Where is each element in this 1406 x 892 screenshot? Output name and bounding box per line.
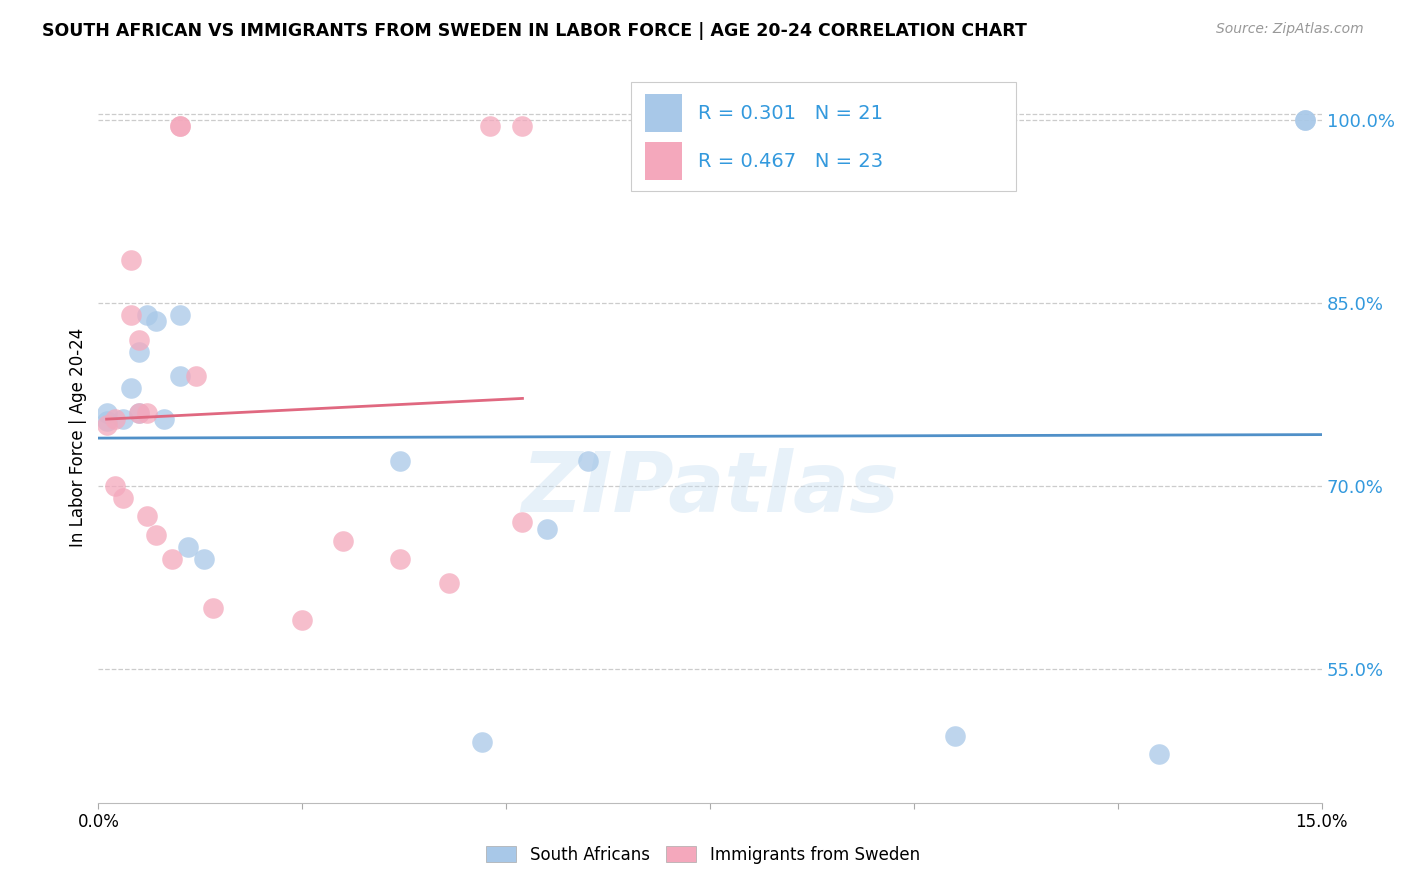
Point [169,369,191,384]
Text: Source: ZipAtlas.com: Source: ZipAtlas.com [1216,22,1364,37]
Point [96,417,118,432]
Point [1294,113,1316,128]
Point [512,516,534,530]
Legend: South Africans, Immigrants from Sweden: South Africans, Immigrants from Sweden [479,839,927,871]
Point [111,491,134,505]
Point [145,314,167,328]
Point [104,479,127,493]
Point [471,735,494,749]
Point [201,600,224,615]
Point [389,552,412,566]
Point [111,412,134,426]
Point [169,120,191,134]
Text: R = 0.301   N = 21: R = 0.301 N = 21 [697,103,883,122]
Point [128,344,150,359]
Point [96,414,118,428]
Point [128,406,150,420]
Point [120,253,142,268]
Point [478,120,501,134]
Point [120,308,142,322]
Point [96,406,118,420]
Point [160,552,183,566]
Point [136,406,159,420]
Point [1147,747,1170,761]
Point [512,120,534,134]
Point [128,333,150,347]
Point [120,381,142,395]
FancyBboxPatch shape [630,82,1015,191]
Text: SOUTH AFRICAN VS IMMIGRANTS FROM SWEDEN IN LABOR FORCE | AGE 20-24 CORRELATION C: SOUTH AFRICAN VS IMMIGRANTS FROM SWEDEN … [42,22,1026,40]
Point [1294,113,1316,128]
Point [332,533,354,548]
Point [291,613,314,627]
Text: ZIPatlas: ZIPatlas [522,448,898,529]
Y-axis label: In Labor Force | Age 20-24: In Labor Force | Age 20-24 [69,327,87,547]
Point [145,527,167,541]
Point [193,552,215,566]
Point [136,308,159,322]
Point [389,454,412,468]
Point [136,509,159,524]
Point [536,522,558,536]
Point [437,576,460,591]
Point [128,406,150,420]
FancyBboxPatch shape [645,143,682,180]
Point [104,412,127,426]
Point [169,308,191,322]
Point [943,729,966,743]
Point [186,369,208,384]
Text: R = 0.467   N = 23: R = 0.467 N = 23 [697,152,883,171]
Point [576,454,599,468]
Point [177,540,200,554]
FancyBboxPatch shape [645,94,682,132]
Point [152,412,174,426]
Point [169,120,191,134]
